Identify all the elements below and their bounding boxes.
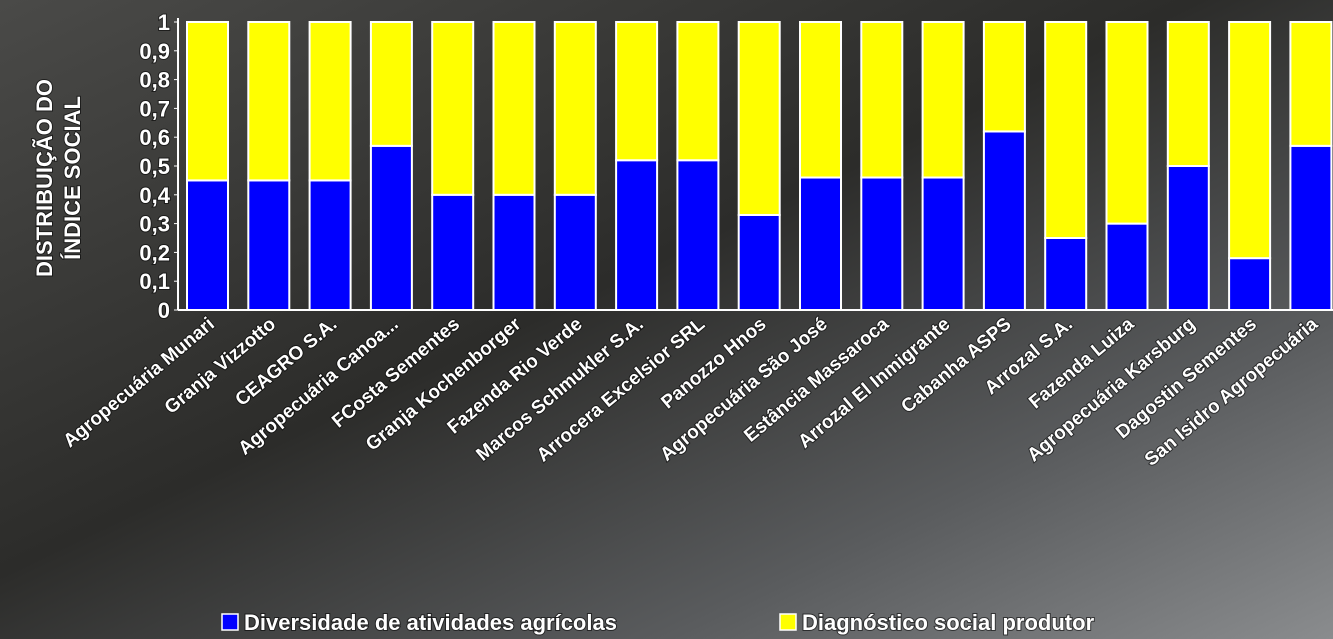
legend-swatch xyxy=(779,613,797,631)
bar-segment xyxy=(553,193,597,311)
bar-segment xyxy=(1105,21,1149,225)
bar-segment xyxy=(737,21,781,216)
bar-segment xyxy=(492,21,536,196)
bar-segment xyxy=(1289,144,1333,311)
bar-segment xyxy=(1166,165,1210,311)
bar-segment xyxy=(860,176,904,311)
bar-segment xyxy=(369,144,413,311)
bar-segment xyxy=(615,159,659,311)
bar-segment xyxy=(308,21,352,182)
bar-segment xyxy=(247,179,291,311)
legend-label: Diversidade de atividades agrícolas xyxy=(244,610,617,635)
y-tick-label: 0,4 xyxy=(139,183,170,208)
bar-segment xyxy=(186,21,229,182)
y-tick-label: 0,9 xyxy=(139,39,170,64)
legend-swatch xyxy=(221,613,239,631)
y-tick-label: 0,7 xyxy=(139,96,170,121)
bar-segment xyxy=(186,179,229,311)
bar-segment xyxy=(982,130,1026,311)
bar-segment xyxy=(982,21,1026,133)
y-tick-label: 0,6 xyxy=(139,125,170,150)
y-axis-label: ÍNDICE SOCIAL xyxy=(60,96,85,260)
bar-segment xyxy=(431,21,475,196)
legend-label: Diagnóstico social produtor xyxy=(802,610,1095,635)
bar-segment xyxy=(799,176,842,311)
bar-segment xyxy=(1289,21,1333,147)
y-tick-label: 0,2 xyxy=(139,240,170,265)
y-axis-label: DISTRIBUIÇÃO DO xyxy=(32,79,57,277)
y-tick-label: 0,8 xyxy=(139,68,170,93)
bar-segment xyxy=(1228,257,1272,312)
bar-segment xyxy=(1044,21,1088,239)
bar-segment xyxy=(921,21,965,179)
bar-segment xyxy=(921,176,965,311)
y-tick-label: 0,1 xyxy=(139,269,170,294)
bar-segment xyxy=(860,21,904,179)
bar-segment xyxy=(1228,21,1272,260)
bar-segment xyxy=(676,159,720,311)
y-tick-label: 1 xyxy=(158,10,170,35)
bar-segment xyxy=(492,193,536,311)
bar-segment xyxy=(1105,222,1149,312)
bar-segment xyxy=(247,21,291,182)
bar-segment xyxy=(431,193,475,311)
bar-segment xyxy=(799,21,842,179)
bar-segment xyxy=(615,21,659,162)
bar-segment xyxy=(553,21,597,196)
y-tick-label: 0 xyxy=(158,298,170,323)
bar-segment xyxy=(308,179,352,311)
y-tick-label: 0,3 xyxy=(139,212,170,237)
bar-segment xyxy=(676,21,720,162)
y-tick-label: 0,5 xyxy=(139,154,170,179)
bar-segment xyxy=(369,21,413,147)
bar-segment xyxy=(1166,21,1210,167)
bar-segment xyxy=(1044,237,1088,311)
bar-segment xyxy=(737,213,781,312)
